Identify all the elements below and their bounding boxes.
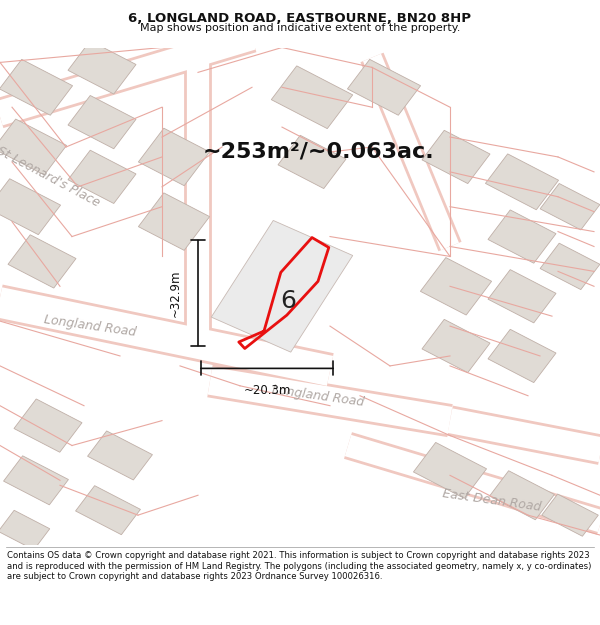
Polygon shape [421, 258, 491, 315]
Text: 6: 6 [280, 289, 296, 313]
Text: 6, LONGLAND ROAD, EASTBOURNE, BN20 8HP: 6, LONGLAND ROAD, EASTBOURNE, BN20 8HP [128, 12, 472, 25]
Text: ~253m²/~0.063ac.: ~253m²/~0.063ac. [202, 142, 434, 162]
Polygon shape [4, 456, 68, 505]
Text: Longland Road: Longland Road [271, 383, 365, 409]
Polygon shape [278, 135, 346, 189]
Polygon shape [485, 154, 559, 210]
Polygon shape [542, 494, 598, 536]
Text: St Leonard's Place: St Leonard's Place [0, 144, 102, 209]
Text: Map shows position and indicative extent of the property.: Map shows position and indicative extent… [140, 23, 460, 33]
Polygon shape [139, 193, 209, 251]
Polygon shape [68, 96, 136, 149]
Text: ~32.9m: ~32.9m [169, 269, 182, 317]
Polygon shape [488, 329, 556, 382]
Polygon shape [211, 221, 353, 352]
Text: Longland Road: Longland Road [43, 313, 137, 339]
Polygon shape [422, 131, 490, 184]
Polygon shape [0, 59, 73, 115]
Polygon shape [540, 243, 600, 289]
Polygon shape [76, 486, 140, 535]
Polygon shape [422, 319, 490, 372]
Polygon shape [347, 59, 421, 115]
Polygon shape [540, 184, 600, 230]
Polygon shape [0, 119, 67, 175]
Polygon shape [271, 66, 353, 129]
Polygon shape [0, 179, 61, 234]
Text: East Dean Road: East Dean Road [442, 487, 542, 514]
Polygon shape [0, 510, 50, 550]
Polygon shape [68, 150, 136, 204]
Polygon shape [139, 128, 209, 186]
Polygon shape [14, 399, 82, 452]
Polygon shape [488, 210, 556, 263]
Polygon shape [68, 41, 136, 94]
Polygon shape [488, 269, 556, 323]
Polygon shape [88, 431, 152, 480]
Polygon shape [8, 235, 76, 288]
Polygon shape [490, 471, 554, 520]
Text: Contains OS data © Crown copyright and database right 2021. This information is : Contains OS data © Crown copyright and d… [7, 551, 592, 581]
Text: ~20.3m: ~20.3m [244, 384, 290, 398]
Polygon shape [413, 442, 487, 498]
